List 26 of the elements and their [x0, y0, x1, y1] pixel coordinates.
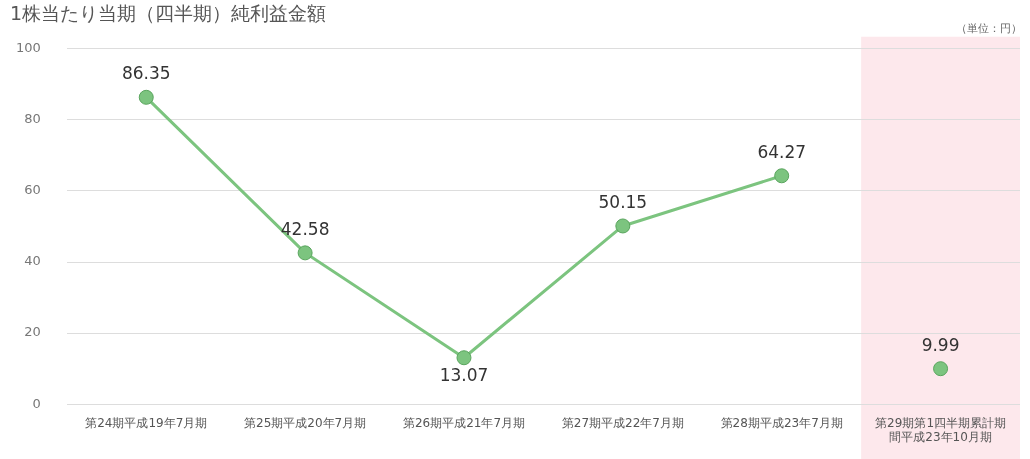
text: （単位：円）: [956, 22, 1022, 36]
data-label: 13.07: [439, 364, 489, 385]
x-tick-label: 第24期平成19年7月期: [85, 415, 208, 430]
y-tick-label: 40: [24, 253, 41, 269]
data-label: 50.15: [598, 191, 648, 212]
y-tick-label: 100: [15, 40, 41, 56]
x-tick-label: 第25期平成20年7月期: [244, 415, 367, 430]
data-label: 9.99: [921, 334, 960, 355]
data-label: 64.27: [757, 141, 807, 162]
data-label: 42.58: [280, 218, 330, 239]
x-tick-label: 第29期第1四半期累計期間平成23年10月期: [875, 415, 1007, 444]
point: [297, 245, 313, 261]
y-tick-label: 80: [24, 111, 41, 127]
x-tick-label: 第28期平成23年7月期: [720, 415, 843, 430]
point: [933, 361, 949, 377]
chart-title: 1株当たり当期（四半期）純利益金額: [10, 2, 327, 25]
x-tick-label: 第26期平成21年7月期: [402, 415, 526, 430]
y-tick-label: 60: [24, 182, 41, 198]
data-label: 86.35: [121, 63, 171, 84]
y-tick-label: 0: [32, 395, 41, 411]
point: [138, 89, 154, 105]
point: [615, 218, 631, 234]
y-tick-label: 20: [24, 324, 41, 340]
x-tick-label: 第27期平成22年7月期: [561, 415, 684, 430]
point: [456, 350, 472, 366]
point: [774, 168, 790, 184]
